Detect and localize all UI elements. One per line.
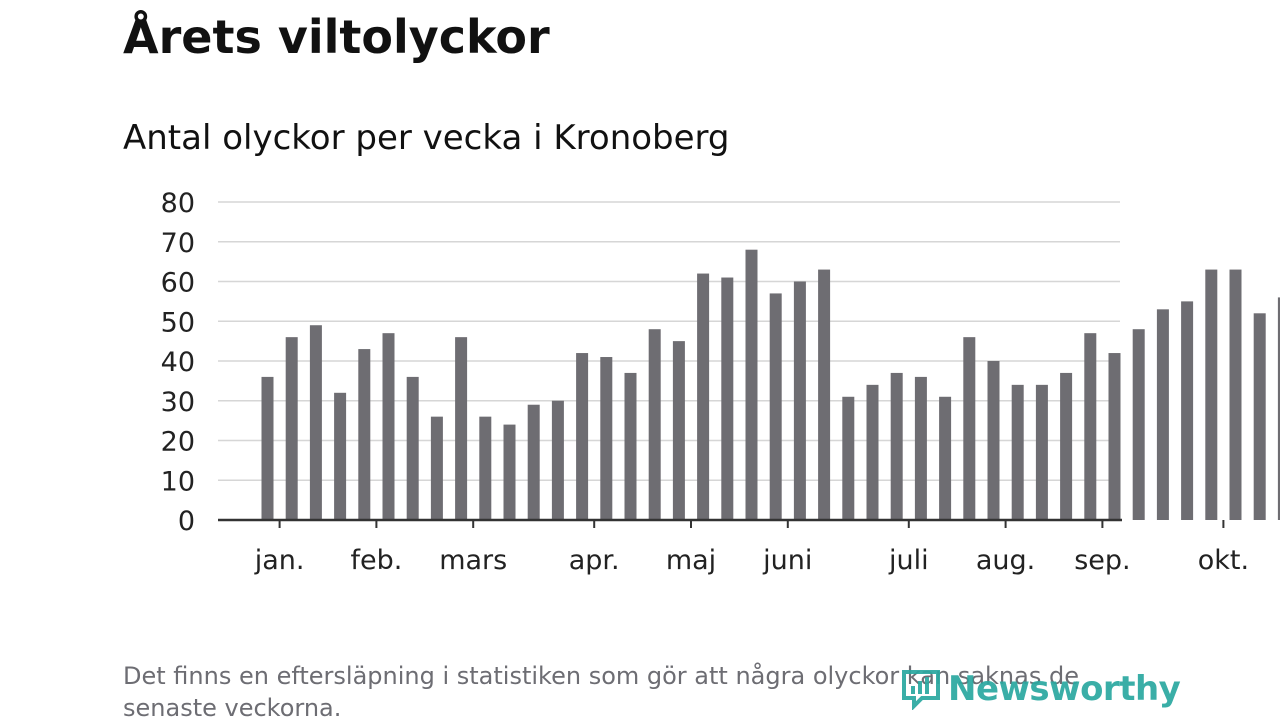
x-tick-label: juni bbox=[762, 545, 812, 576]
bar bbox=[746, 250, 758, 520]
x-axis-ticks: jan.feb.marsapr.majjunijuliaug.sep.okt.n… bbox=[254, 520, 1280, 576]
bar bbox=[770, 293, 782, 520]
bar bbox=[939, 397, 951, 520]
bar bbox=[818, 270, 830, 520]
bar bbox=[721, 278, 733, 520]
y-tick-label: 50 bbox=[161, 307, 195, 338]
y-tick-label: 30 bbox=[161, 387, 195, 418]
x-tick-label: apr. bbox=[569, 545, 620, 576]
x-tick-label: sep. bbox=[1074, 545, 1130, 576]
bar-chart: 0 10 20 30 40 50 60 70 80 jan. feb. mars apr. maj jun… bbox=[0, 0, 1280, 640]
bar bbox=[1157, 309, 1169, 520]
bar bbox=[1012, 385, 1024, 520]
y-tick-label: 60 bbox=[161, 268, 195, 299]
gridlines bbox=[218, 202, 1120, 480]
bar bbox=[1109, 353, 1121, 520]
bar bbox=[1133, 329, 1145, 520]
x-tick-label: feb. bbox=[350, 545, 402, 576]
bars bbox=[262, 250, 1280, 520]
y-tick-label: 40 bbox=[161, 347, 195, 378]
y-tick-label: 70 bbox=[161, 228, 195, 259]
x-tick-label: okt. bbox=[1198, 545, 1249, 576]
bar bbox=[262, 377, 274, 520]
bar bbox=[963, 337, 975, 520]
bar bbox=[407, 377, 419, 520]
bar bbox=[1036, 385, 1048, 520]
bar bbox=[1205, 270, 1217, 520]
bar bbox=[842, 397, 854, 520]
bar bbox=[600, 357, 612, 520]
bar bbox=[1060, 373, 1072, 520]
bar bbox=[625, 373, 637, 520]
y-tick-label: 0 bbox=[178, 506, 195, 537]
bar bbox=[383, 333, 395, 520]
bar bbox=[431, 417, 443, 520]
y-axis-ticks: 0 10 20 30 40 50 60 70 80 bbox=[161, 188, 195, 537]
x-tick-label: jan. bbox=[254, 545, 305, 576]
bar bbox=[1230, 270, 1242, 520]
bar bbox=[697, 274, 709, 520]
bar bbox=[455, 337, 467, 520]
y-tick-label: 10 bbox=[161, 466, 195, 497]
bar bbox=[358, 349, 370, 520]
bar bbox=[867, 385, 879, 520]
bar bbox=[334, 393, 346, 520]
bar bbox=[479, 417, 491, 520]
bar bbox=[649, 329, 661, 520]
bar bbox=[504, 425, 516, 520]
bar bbox=[673, 341, 685, 520]
bar bbox=[915, 377, 927, 520]
bar bbox=[988, 361, 1000, 520]
y-tick-label: 80 bbox=[161, 188, 195, 219]
bar bbox=[1181, 301, 1193, 520]
x-tick-label: maj bbox=[666, 545, 716, 576]
bar bbox=[552, 401, 564, 520]
newsworthy-logo: Newsworthy bbox=[900, 668, 1180, 710]
brand-name: Newsworthy bbox=[948, 669, 1180, 709]
bar bbox=[286, 337, 298, 520]
x-tick-label: aug. bbox=[976, 545, 1035, 576]
bar bbox=[310, 325, 322, 520]
x-tick-label: juli bbox=[888, 545, 929, 576]
y-tick-label: 20 bbox=[161, 427, 195, 458]
bar bbox=[1254, 313, 1266, 520]
bar bbox=[891, 373, 903, 520]
newsworthy-logo-icon bbox=[900, 668, 942, 710]
x-tick-label: mars bbox=[439, 545, 507, 576]
bar bbox=[1084, 333, 1096, 520]
bar bbox=[576, 353, 588, 520]
bar bbox=[528, 405, 540, 520]
bar bbox=[794, 282, 806, 521]
